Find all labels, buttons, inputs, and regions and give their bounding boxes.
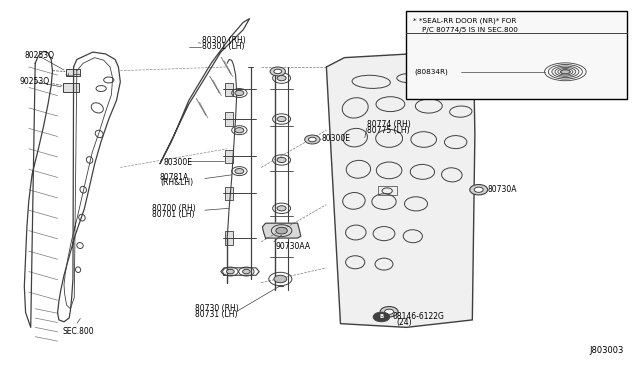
Circle shape [235,128,244,133]
Text: B: B [380,314,383,320]
Text: 80300E: 80300E [163,158,192,167]
Circle shape [380,307,398,317]
Bar [225,83,233,96]
Circle shape [274,69,282,74]
Circle shape [235,169,244,174]
Polygon shape [262,223,301,238]
Bar [225,150,233,163]
Text: J803003: J803003 [589,346,624,355]
Text: 80730 (RH): 80730 (RH) [195,304,239,313]
Circle shape [373,312,390,322]
Text: 80774 (RH): 80774 (RH) [367,120,411,129]
Bar [225,231,233,245]
Circle shape [277,206,286,211]
Circle shape [274,275,287,283]
Circle shape [474,187,483,192]
Bar [378,186,397,195]
Text: P/C 80774/5 IS IN SEC.800: P/C 80774/5 IS IN SEC.800 [413,27,518,33]
Text: 08146-6122G: 08146-6122G [392,312,444,321]
Text: 80301 (LH): 80301 (LH) [202,42,244,51]
Circle shape [305,135,320,144]
Bar [225,112,233,126]
Circle shape [277,157,286,163]
Text: 90253Q: 90253Q [19,77,49,86]
Polygon shape [326,54,475,327]
Bar [66,69,80,76]
Circle shape [308,137,316,142]
Circle shape [276,227,287,234]
Text: 80700 (RH): 80700 (RH) [152,204,196,213]
Circle shape [270,67,285,76]
Text: 90730AA: 90730AA [275,242,310,251]
Text: 80300 (RH): 80300 (RH) [202,36,245,45]
Circle shape [243,269,250,274]
Text: 80300E: 80300E [321,134,350,143]
Bar [63,83,79,92]
Circle shape [227,269,234,274]
Text: 80253Q: 80253Q [24,51,54,60]
Text: (24): (24) [397,318,412,327]
Bar [406,11,627,99]
Bar [225,187,233,200]
Text: 80781A: 80781A [160,173,189,182]
Text: SEC.800: SEC.800 [63,327,94,336]
Text: 80775 (LH): 80775 (LH) [367,126,410,135]
Text: * *SEAL-RR DOOR (NR)* FOR: * *SEAL-RR DOOR (NR)* FOR [413,18,516,24]
Text: (80834R): (80834R) [414,68,448,75]
Text: 80730A: 80730A [488,185,517,194]
Circle shape [385,309,394,314]
Text: (RH&LH): (RH&LH) [160,178,193,187]
Circle shape [470,185,488,195]
Circle shape [277,76,286,81]
Circle shape [235,90,244,96]
Text: 80731 (LH): 80731 (LH) [195,310,237,319]
Ellipse shape [561,70,570,74]
Circle shape [277,116,286,122]
Text: 80701 (LH): 80701 (LH) [152,210,195,219]
